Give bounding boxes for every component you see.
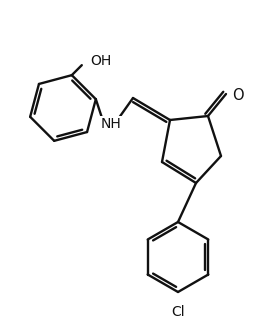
- Text: O: O: [232, 89, 244, 104]
- Text: NH: NH: [101, 117, 121, 131]
- Text: Cl: Cl: [171, 305, 185, 319]
- Text: OH: OH: [90, 54, 111, 68]
